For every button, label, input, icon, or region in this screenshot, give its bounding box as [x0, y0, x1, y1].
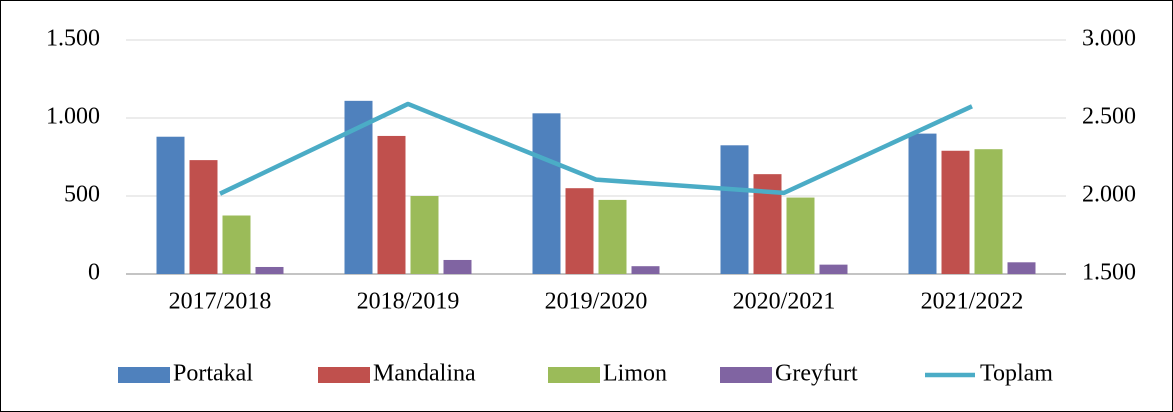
y-tick-label: 500: [64, 182, 100, 208]
line: [219, 101, 973, 196]
bar: [908, 133, 937, 274]
bar: [1007, 262, 1036, 274]
legend-swatch: [118, 367, 170, 383]
bar: [443, 259, 472, 274]
bar: [377, 135, 406, 274]
bar: [532, 113, 561, 274]
bar: [222, 215, 251, 274]
y2-tick-label: 2.500: [1082, 104, 1136, 130]
legend-swatch: [720, 367, 772, 383]
y2-tick-label: 1.500: [1082, 260, 1136, 286]
legend-swatch: [318, 367, 370, 383]
legend-label: Toplam: [980, 361, 1053, 387]
bar: [255, 266, 284, 274]
y-tick-label: 0: [88, 260, 100, 286]
bar: [189, 160, 218, 274]
x-tick-label: 2021/2022: [921, 289, 1024, 315]
bar: [156, 136, 185, 274]
legend-label: Portakal: [173, 361, 253, 387]
bar: [941, 150, 970, 274]
y-tick-label: 1.000: [46, 104, 100, 130]
legend-label: Greyfurt: [775, 361, 858, 387]
bar: [598, 199, 627, 274]
x-tick-label: 2018/2019: [357, 289, 460, 315]
x-tick-label: 2020/2021: [733, 289, 836, 315]
bar: [974, 149, 1003, 274]
bar: [819, 264, 848, 274]
y2-tick-label: 3.000: [1082, 26, 1136, 52]
bar: [565, 188, 594, 274]
bar: [631, 266, 660, 274]
bar: [410, 196, 439, 274]
legend-swatch: [548, 367, 600, 383]
x-tick-label: 2019/2020: [545, 289, 648, 315]
y2-tick-label: 2.000: [1082, 182, 1136, 208]
legend-label: Mandalina: [373, 361, 476, 387]
x-tick-label: 2017/2018: [169, 289, 272, 315]
bar: [786, 197, 815, 274]
legend-label: Limon: [603, 361, 667, 387]
y-tick-label: 1.500: [46, 26, 100, 52]
bar: [720, 145, 749, 274]
